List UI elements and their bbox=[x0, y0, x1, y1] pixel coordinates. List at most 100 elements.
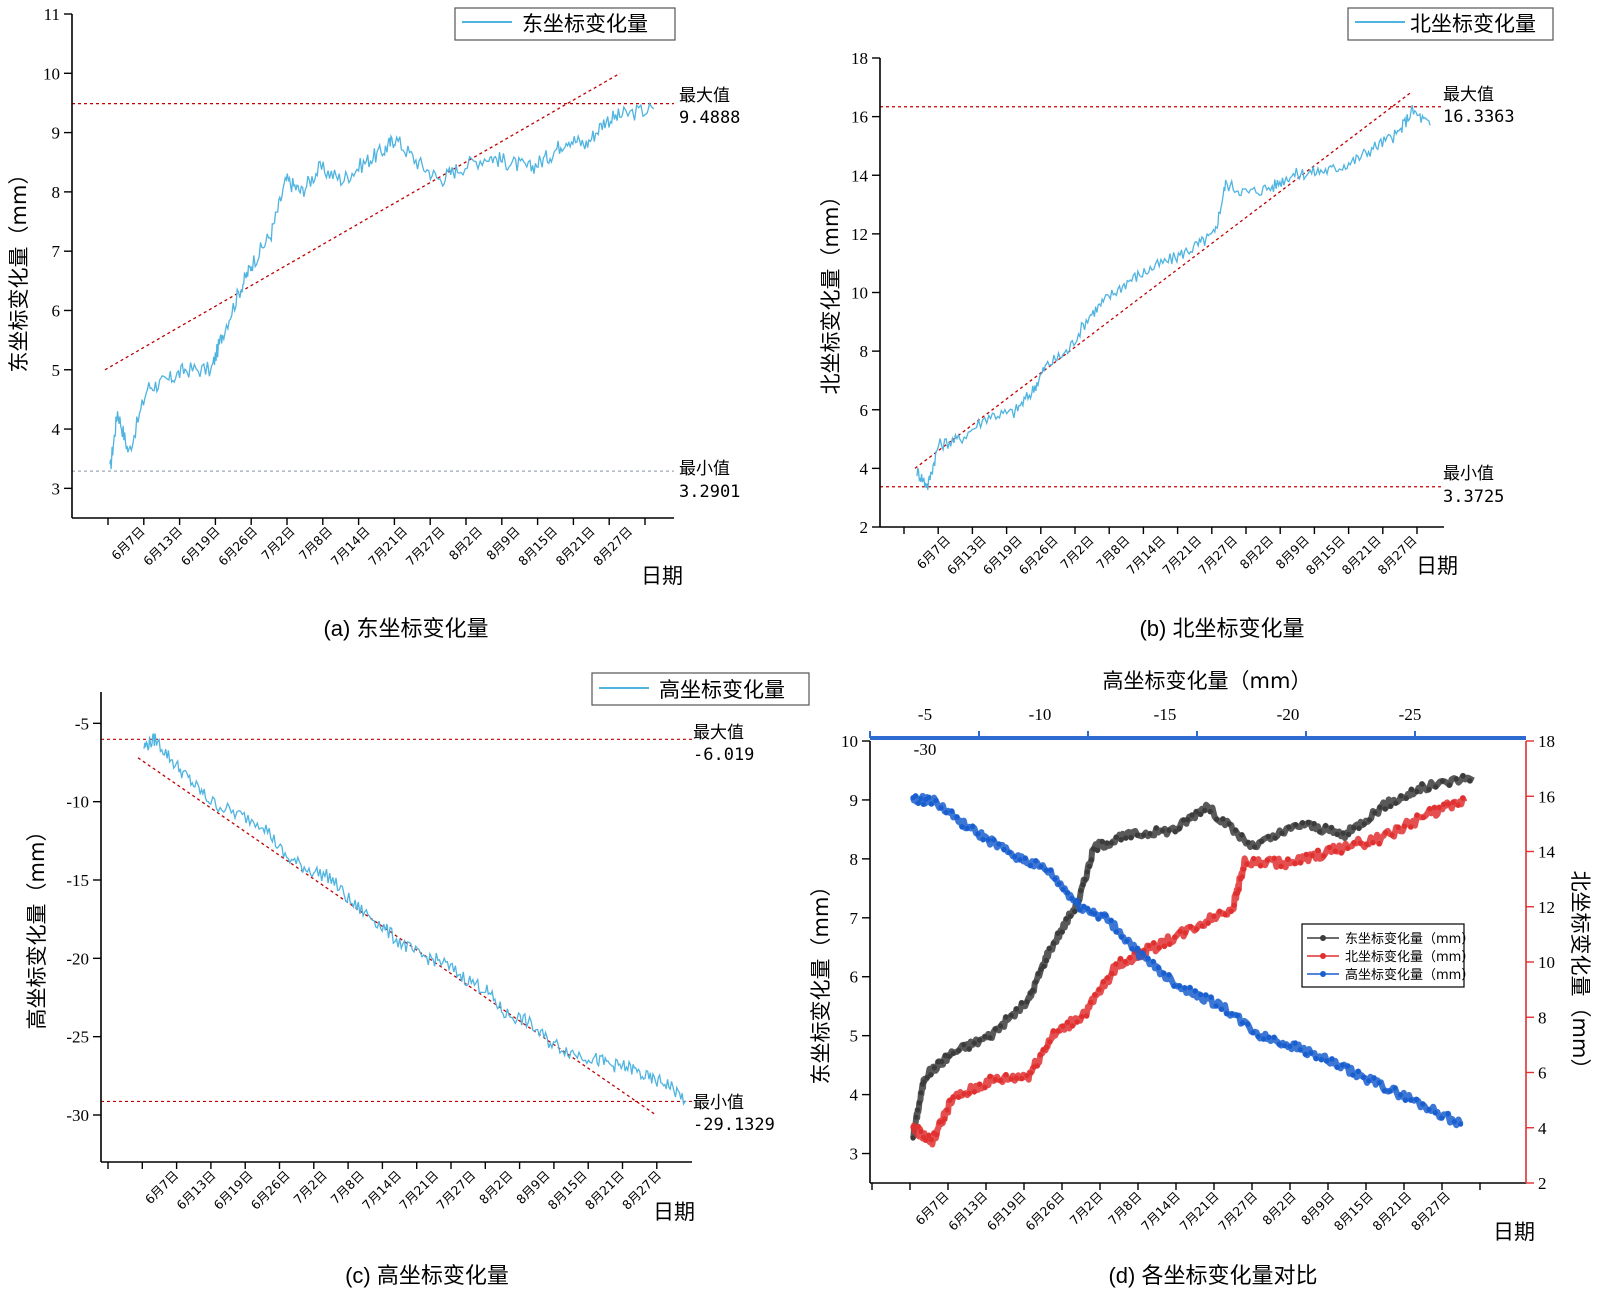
east-series-point bbox=[1453, 776, 1459, 782]
east-series-point bbox=[961, 1042, 967, 1048]
x-date-label: 7月21日 bbox=[396, 1168, 441, 1213]
east-series-point bbox=[921, 1079, 927, 1085]
east-series-point bbox=[1258, 838, 1265, 844]
height-series-point bbox=[1318, 1056, 1324, 1063]
y-tick-label: 16 bbox=[851, 108, 868, 127]
panel-d-legend-east: 东坐标变化量（mm） bbox=[1307, 931, 1474, 947]
east-series-point bbox=[1019, 1000, 1025, 1006]
y-tick-label: -25 bbox=[66, 1028, 89, 1047]
east-series-point bbox=[1189, 812, 1195, 818]
height-series-point bbox=[1208, 994, 1214, 1000]
north-series-point bbox=[1050, 1028, 1056, 1034]
east-series-point bbox=[1013, 1006, 1020, 1012]
right-y-tick-label: 2 bbox=[1538, 1174, 1547, 1193]
y-tick-label: 8 bbox=[860, 342, 869, 361]
panel-c-legend-label: 高坐标变化量 bbox=[659, 678, 785, 702]
height-series-point bbox=[1052, 876, 1058, 882]
height-series-point bbox=[1297, 1047, 1303, 1053]
north-series-point bbox=[1446, 801, 1452, 807]
height-series-point bbox=[1108, 918, 1114, 924]
panel-a-legend-label: 东坐标变化量 bbox=[522, 12, 648, 36]
left-y-tick-label: 6 bbox=[850, 968, 859, 987]
north-series-point bbox=[1083, 1013, 1090, 1019]
north-series-point bbox=[1088, 999, 1094, 1005]
east-series-point bbox=[1311, 821, 1317, 827]
east-series-point bbox=[1317, 829, 1323, 835]
height-series-point bbox=[913, 793, 919, 799]
x-date-label: 8月27日 bbox=[590, 524, 635, 569]
height-series-point bbox=[954, 814, 960, 820]
height-series-point bbox=[1033, 858, 1039, 864]
east-series-point bbox=[918, 1090, 924, 1096]
east-series-point bbox=[1265, 834, 1271, 840]
height-series-point bbox=[1397, 1092, 1403, 1098]
east-series-point bbox=[1067, 913, 1073, 919]
east-series-point bbox=[1172, 828, 1178, 835]
east-series-point bbox=[1055, 930, 1061, 936]
trend-line bbox=[914, 92, 1411, 469]
east-series-point bbox=[1147, 831, 1153, 837]
x-date-label: 8月27日 bbox=[1408, 1189, 1453, 1234]
panel-c-x-label: 日期 bbox=[653, 1200, 695, 1224]
height-series-point bbox=[1413, 1096, 1419, 1103]
east-series-point bbox=[1340, 830, 1346, 836]
panel-c: -5-10-15-20-25-306月7日6月13日6月19日6月26日7月2日… bbox=[25, 672, 810, 1288]
height-series-point bbox=[1056, 881, 1062, 887]
east-series-point bbox=[1361, 821, 1367, 827]
north-series-point bbox=[1251, 856, 1257, 862]
east-series-point bbox=[1094, 847, 1100, 853]
panel-c-min-value: -29.1329 bbox=[693, 1115, 775, 1135]
height-series-point bbox=[1345, 1063, 1351, 1069]
north-series-point bbox=[1420, 814, 1426, 820]
panel-a-marks: 345678910116月7日6月13日6月19日6月26日7月2日7月8日7月… bbox=[43, 5, 674, 569]
height-series-point bbox=[1017, 857, 1023, 863]
panel-d-top-label: 高坐标变化量（mm） bbox=[1103, 669, 1312, 693]
east-series-point bbox=[1460, 773, 1466, 779]
height-series-point bbox=[1203, 992, 1209, 998]
panel-c-caption: (c) 高坐标变化量 bbox=[345, 1263, 509, 1288]
north-series-point bbox=[1060, 1023, 1066, 1029]
north-series-point bbox=[1037, 1052, 1043, 1058]
height-series-point bbox=[1187, 985, 1193, 991]
height-series-point bbox=[1292, 1040, 1298, 1046]
east-series-point bbox=[1403, 795, 1409, 801]
north-series-band bbox=[910, 795, 1468, 1148]
height-series-point bbox=[938, 805, 944, 811]
north-series-point bbox=[987, 1074, 993, 1080]
north-series-point bbox=[1161, 943, 1167, 949]
y-tick-label: -10 bbox=[66, 793, 89, 812]
east-series-point bbox=[1419, 781, 1425, 787]
height-series-point bbox=[970, 823, 976, 830]
x-date-label: 6月26日 bbox=[1016, 533, 1061, 578]
east-series-point bbox=[956, 1047, 962, 1054]
left-y-tick-label: 9 bbox=[850, 791, 859, 810]
north-series-point bbox=[1034, 1063, 1040, 1069]
east-series-point bbox=[931, 1065, 938, 1071]
north-series-point bbox=[1244, 861, 1250, 867]
north-series-point bbox=[1079, 1014, 1085, 1020]
east-series-point bbox=[1446, 782, 1452, 788]
north-series-point bbox=[1222, 911, 1228, 918]
east-series-point bbox=[1220, 816, 1226, 822]
north-series-point bbox=[1105, 975, 1111, 981]
top-tick-label: -20 bbox=[1277, 705, 1300, 724]
left-y-tick-label: 7 bbox=[850, 909, 859, 928]
height-series-point bbox=[975, 831, 981, 837]
height-series-point bbox=[1092, 911, 1098, 917]
east-series-point bbox=[1082, 876, 1088, 883]
height-series-point bbox=[1171, 983, 1177, 989]
east-series-point bbox=[1393, 800, 1399, 806]
north-series-point bbox=[1019, 1075, 1025, 1081]
y-tick-label: 5 bbox=[52, 361, 61, 380]
east-series-point bbox=[1123, 835, 1129, 841]
east-series-point bbox=[1084, 869, 1090, 875]
height-series-point bbox=[1145, 956, 1151, 962]
east-series-point bbox=[1334, 831, 1340, 837]
north-series-point bbox=[1455, 802, 1461, 808]
height-series-point bbox=[1387, 1088, 1393, 1094]
east-series-point bbox=[1088, 857, 1094, 863]
x-date-label: 6月13日 bbox=[140, 524, 185, 569]
top-tick-label: -15 bbox=[1154, 705, 1177, 724]
height-series-point bbox=[1140, 950, 1146, 956]
